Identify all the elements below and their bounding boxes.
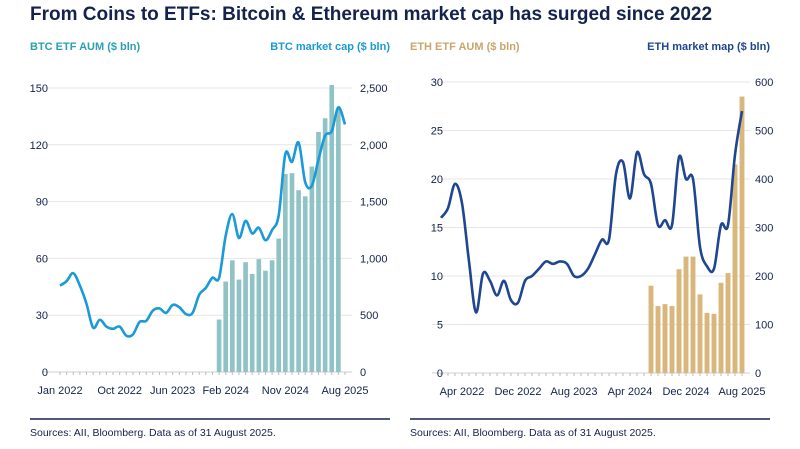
btc-etf-bar xyxy=(276,238,282,372)
x-tick-label: Nov 2024 xyxy=(262,385,309,397)
y-left-tick: 0 xyxy=(42,367,48,379)
y-left-tick: 150 xyxy=(30,83,48,95)
y-left-tick: 30 xyxy=(36,310,48,322)
y-right-tick: 1,500 xyxy=(360,197,388,209)
btc-etf-bar xyxy=(329,84,335,372)
y-right-tick: 0 xyxy=(360,367,366,379)
eth-etf-bar xyxy=(669,306,675,373)
y-left-tick: 5 xyxy=(437,320,443,332)
y-left-tick: 15 xyxy=(431,223,443,235)
btc-etf-bar xyxy=(243,262,248,372)
sources-left: Sources: AII, Bloomberg. Data as of 31 A… xyxy=(30,427,276,439)
btc-etf-bar xyxy=(309,166,315,372)
y-left-tick: 60 xyxy=(36,253,48,265)
y-left-tick: 120 xyxy=(30,140,48,152)
btc-etf-bar xyxy=(336,107,341,372)
y-right-tick: 2,000 xyxy=(360,140,388,152)
y-left-tick: 0 xyxy=(437,368,443,380)
eth-marketcap-line xyxy=(439,110,744,314)
eth-etf-bar xyxy=(683,256,689,373)
eth-etf-bar xyxy=(662,304,668,373)
eth-etf-bar xyxy=(718,282,724,373)
y-right-tick: 300 xyxy=(755,223,773,235)
btc-etf-axis-label: BTC ETF AUM ($ bln) xyxy=(30,41,141,53)
btc-etf-bar xyxy=(289,173,295,372)
eth-etf-bar xyxy=(655,306,661,373)
x-tick-label: Aug 2025 xyxy=(718,386,765,398)
btc-etf-bar xyxy=(230,260,235,372)
btc-etf-bar xyxy=(223,281,229,372)
btc-etf-bar xyxy=(269,260,275,372)
eth-marketcap-axis-label: ETH market map ($ bln) xyxy=(647,41,770,53)
y-left-tick: 30 xyxy=(431,77,443,89)
x-tick-label: Apr 2024 xyxy=(608,386,653,398)
y-right-tick: 2,500 xyxy=(360,83,388,95)
y-left-tick: 25 xyxy=(431,126,443,138)
x-tick-label: Feb 2024 xyxy=(202,385,248,397)
btc-etf-bar xyxy=(283,173,288,372)
eth-etf-bar xyxy=(739,96,745,374)
eth-etf-bar xyxy=(676,269,682,373)
y-right-tick: 100 xyxy=(755,320,773,332)
btc-etf-bar xyxy=(256,259,262,372)
eth-etf-axis-label: ETH ETF AUM ($ bln) xyxy=(410,41,520,53)
x-tick-label: Aug 2023 xyxy=(550,386,597,398)
page-title: From Coins to ETFs: Bitcoin & Ethereum m… xyxy=(30,4,713,25)
eth-etf-bar xyxy=(697,294,703,373)
y-left-tick: 90 xyxy=(36,197,48,209)
y-right-tick: 200 xyxy=(755,271,773,283)
x-tick-label: Jan 2022 xyxy=(37,385,82,397)
eth-etf-bar xyxy=(648,285,654,373)
eth-etf-bar xyxy=(690,256,696,373)
sources-right: Sources: AII, Bloomberg. Data as of 31 A… xyxy=(410,427,656,439)
btc-etf-bar xyxy=(263,270,268,372)
x-tick-label: Oct 2022 xyxy=(97,385,142,397)
btc-etf-bar xyxy=(296,190,301,372)
y-right-tick: 500 xyxy=(755,126,773,138)
eth-etf-bar xyxy=(732,164,738,373)
y-left-tick: 20 xyxy=(431,174,443,186)
btc-etf-bar xyxy=(216,319,222,372)
btc-marketcap-line xyxy=(59,106,347,338)
x-tick-label: Aug 2025 xyxy=(321,385,368,397)
y-right-tick: 0 xyxy=(755,368,761,380)
btc-etf-bar xyxy=(249,273,255,372)
y-right-tick: 600 xyxy=(755,77,773,89)
btc-etf-bar xyxy=(302,196,308,372)
x-tick-label: Apr 2022 xyxy=(440,386,485,398)
x-tick-label: Jun 2023 xyxy=(150,385,195,397)
btc-etf-bar xyxy=(322,118,328,372)
eth-etf-bar xyxy=(725,273,731,373)
x-tick-label: Dec 2024 xyxy=(662,386,709,398)
y-right-tick: 400 xyxy=(755,174,773,186)
eth-etf-bar xyxy=(711,313,717,373)
y-left-tick: 10 xyxy=(431,271,443,283)
y-right-tick: 500 xyxy=(360,310,378,322)
btc-etf-bar xyxy=(236,279,242,372)
eth-etf-bar xyxy=(704,312,710,373)
x-tick-label: Dec 2022 xyxy=(494,386,541,398)
btc-marketcap-axis-label: BTC market cap ($ bln) xyxy=(270,41,390,53)
btc-etf-bar xyxy=(316,131,321,372)
y-right-tick: 1,000 xyxy=(360,253,388,265)
